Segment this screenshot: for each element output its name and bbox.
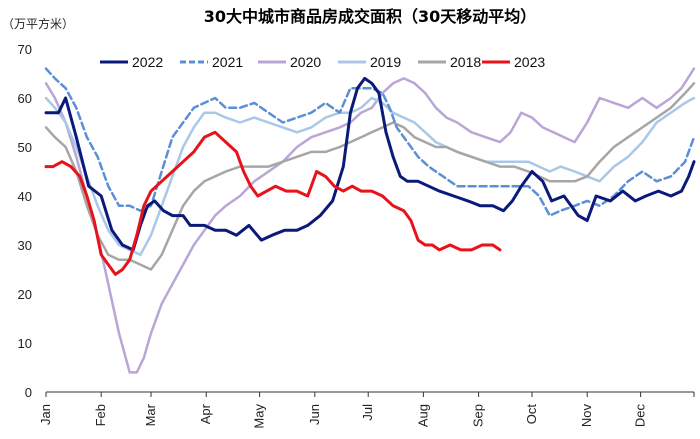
legend-label-2018: 2018: [450, 54, 481, 70]
x-tick-label: Jan: [38, 404, 53, 425]
legend: 2022 2021 2020 2019 2018 2023: [100, 54, 545, 70]
legend-label-2020: 2020: [290, 54, 321, 70]
series-line-2020: [44, 67, 696, 374]
y-tick-label: 20: [18, 287, 32, 302]
x-tick-label: Aug: [415, 404, 430, 427]
x-tick-label: Sep: [471, 404, 486, 427]
plot-area: [44, 67, 696, 374]
legend-label-2022: 2022: [132, 54, 163, 70]
legend-label-2019: 2019: [370, 54, 401, 70]
series-line-2018: [44, 82, 696, 271]
x-tick-label: Jul: [360, 404, 375, 421]
y-axis-unit-label: （万平方米）: [2, 16, 74, 31]
series-line-2022: [44, 76, 696, 252]
x-tick-label: Apr: [198, 403, 213, 424]
x-tick-label: Feb: [93, 404, 108, 426]
x-tick-label: Dec: [633, 404, 648, 428]
x-tick-label: Jun: [307, 404, 322, 425]
chart-title: 30大中城市商品房成交面积（30天移动平均）: [204, 7, 537, 26]
y-tick-label: 50: [18, 140, 32, 155]
x-tick-label: Nov: [579, 404, 594, 428]
series-line-2023: [44, 130, 502, 276]
y-tick-label: 60: [18, 91, 32, 106]
x-axis: Jan Feb Mar Apr May Jun Jul Aug Sep Oct Nov Dec: [38, 392, 695, 429]
y-tick-label: 0: [25, 385, 32, 400]
y-tick-label: 40: [18, 189, 32, 204]
y-tick-label: 70: [18, 42, 32, 57]
y-axis: 0 10 20 30 40 50 60 70: [18, 42, 32, 400]
legend-label-2023: 2023: [514, 54, 545, 70]
x-tick-label: May: [252, 404, 267, 429]
series-line-2019: [44, 96, 696, 257]
y-tick-label: 30: [18, 238, 32, 253]
x-tick-label: Oct: [524, 404, 539, 425]
legend-label-2021: 2021: [212, 54, 243, 70]
x-tick-label: Mar: [143, 403, 158, 426]
y-tick-label: 10: [18, 336, 32, 351]
series-line-2021: [44, 67, 696, 217]
